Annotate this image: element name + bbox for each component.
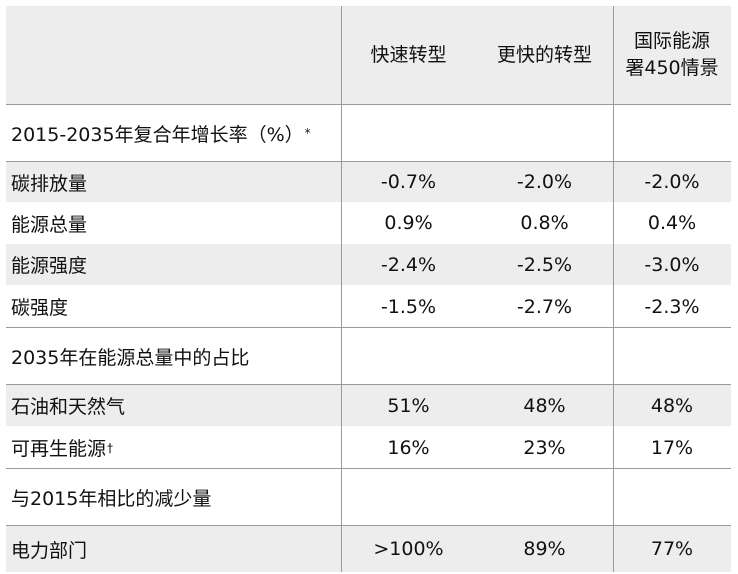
table-cell: -2.3% xyxy=(644,295,700,318)
table-row: 电力部门 >100% 89% 77% xyxy=(6,526,731,572)
col-header-iea450: 国际能源 署450情景 xyxy=(613,6,731,104)
section-title-row: 与2015年相比的减少量 xyxy=(6,469,731,525)
table-cell: 16% xyxy=(387,436,430,459)
table-cell: 48% xyxy=(650,394,694,417)
col-header-label: 快速转型 xyxy=(370,43,447,66)
table-cell: -2.4% xyxy=(380,253,437,276)
row-divider xyxy=(6,327,731,328)
table-cell: >100% xyxy=(373,538,444,560)
col-header-rapid: 快速转型 xyxy=(341,6,476,104)
col-header-faster: 更快的转型 xyxy=(476,6,613,104)
footnote-mark: * xyxy=(304,126,311,140)
row-label: 能源总量 xyxy=(11,213,88,236)
table-cell: 17% xyxy=(650,436,694,459)
table-cell: 23% xyxy=(523,436,566,459)
table-cell: -2.0% xyxy=(644,171,700,193)
table-cell: 48% xyxy=(523,394,566,417)
table-cell: -2.7% xyxy=(516,295,573,318)
table-cell: -3.0% xyxy=(644,253,700,276)
col-header-label-line1: 国际能源 xyxy=(633,30,710,52)
table-row: 碳排放量 -0.7% -2.0% -2.0% xyxy=(6,162,731,202)
col-header-label-line2: 署450情景 xyxy=(625,57,719,79)
row-divider xyxy=(6,525,731,526)
row-label: 碳排放量 xyxy=(11,172,88,195)
table-row: 能源强度 -2.4% -2.5% -3.0% xyxy=(6,244,731,285)
table-cell: 0.8% xyxy=(520,212,569,234)
section-title-row: 2015-2035年复合年增长率（%） * xyxy=(6,105,731,161)
section-title: 2035年在能源总量中的占比 xyxy=(11,346,250,369)
table-cell: -2.0% xyxy=(516,171,573,193)
row-label: 能源强度 xyxy=(11,255,88,277)
row-label: 可再生能源 † xyxy=(11,438,114,460)
footnote-mark: † xyxy=(107,440,114,455)
row-divider xyxy=(6,104,731,105)
header-corner-cell xyxy=(6,6,341,104)
table-row: 能源总量 0.9% 0.8% 0.4% xyxy=(6,203,731,243)
row-label: 电力部门 xyxy=(11,539,88,562)
row-label: 石油和天然气 xyxy=(11,396,126,418)
table-cell: 89% xyxy=(523,538,566,560)
table-row: 可再生能源 † 16% 23% 17% xyxy=(6,427,731,468)
table-row: 石油和天然气 51% 48% 48% xyxy=(6,385,731,426)
table-row: 碳强度 -1.5% -2.7% -2.3% xyxy=(6,286,731,327)
section-title-row: 2035年在能源总量中的占比 xyxy=(6,328,731,384)
row-divider xyxy=(6,468,731,469)
table-cell: -1.5% xyxy=(380,295,437,318)
row-label: 碳强度 xyxy=(11,297,69,319)
table-cell: -0.7% xyxy=(380,171,437,193)
row-divider xyxy=(6,161,731,162)
section-title: 2015-2035年复合年增长率（%） * xyxy=(11,123,311,146)
table-cell: 0.4% xyxy=(647,212,697,234)
col-header-label: 更快的转型 xyxy=(496,43,592,66)
table-cell: 51% xyxy=(387,394,430,417)
column-divider xyxy=(341,6,342,572)
column-divider xyxy=(613,6,614,572)
section-title: 与2015年相比的减少量 xyxy=(11,487,212,510)
table-cell: 77% xyxy=(650,538,694,560)
table-cell: 0.9% xyxy=(384,212,433,234)
table-header-row: 快速转型 更快的转型 国际能源 署450情景 xyxy=(6,6,731,104)
row-divider xyxy=(6,384,731,385)
table-cell: -2.5% xyxy=(516,253,573,276)
